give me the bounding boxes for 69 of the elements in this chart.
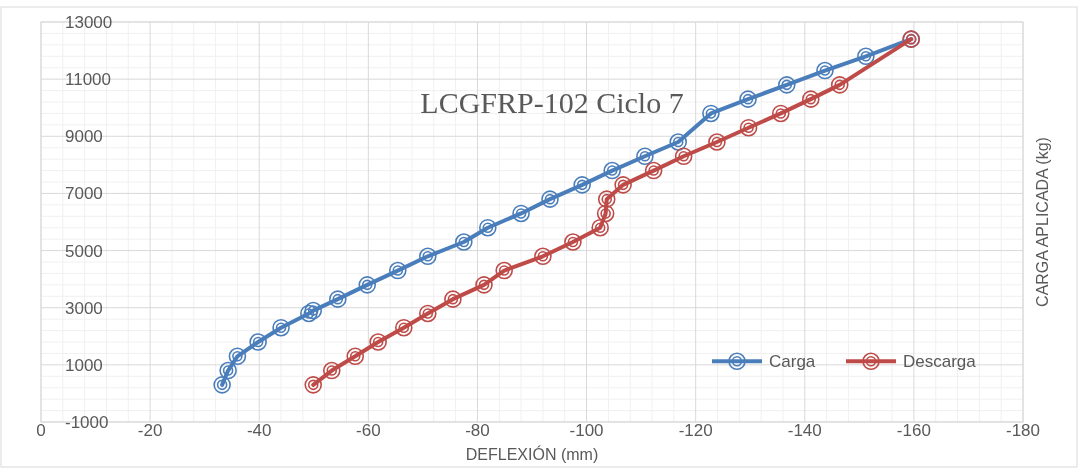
x-tick-label: -180 [1005, 421, 1041, 440]
legend-label: Carga [769, 352, 816, 372]
point [591, 218, 609, 237]
point [564, 233, 582, 251]
point [771, 104, 790, 123]
point [455, 233, 473, 251]
y-tick-label: 7000 [65, 184, 103, 204]
point [444, 290, 462, 308]
point [249, 333, 267, 351]
legend-label: Descarga [903, 352, 977, 372]
x-axis-title: DEFLEXIÓN (mm) [465, 445, 599, 463]
x-tick-label: -100 [569, 421, 604, 440]
point [830, 76, 849, 94]
point [739, 118, 758, 137]
point [777, 76, 796, 94]
point [597, 190, 616, 208]
point [669, 133, 688, 151]
point [213, 376, 231, 394]
x-tick-label: -80 [465, 421, 490, 440]
x-tick-label: 0 [36, 421, 46, 440]
point [512, 204, 530, 223]
y-tick-label: 1000 [65, 355, 103, 375]
point [495, 261, 513, 280]
point [702, 104, 720, 123]
x-tick-label: -120 [678, 421, 713, 440]
x-tick-label: -140 [787, 421, 822, 440]
x-tick-label: -60 [356, 421, 381, 440]
y-tick-label: 5000 [65, 241, 103, 261]
point [388, 261, 407, 280]
point [739, 90, 757, 108]
point [419, 304, 437, 323]
point [614, 176, 632, 194]
point [272, 318, 290, 337]
y-axis-title: CARGA APLICADA (kg) [1034, 137, 1051, 307]
point [219, 361, 237, 380]
point [328, 290, 347, 308]
x-tick-label: -20 [137, 421, 163, 440]
point [475, 276, 493, 294]
point [644, 161, 663, 180]
point [304, 301, 323, 320]
x-tick-label: -160 [896, 421, 931, 440]
point [596, 204, 615, 223]
x-tick-label: -40 [246, 421, 272, 440]
point [369, 333, 387, 351]
point [394, 318, 413, 337]
point [300, 304, 318, 323]
point [419, 247, 437, 266]
point [534, 247, 552, 266]
point [322, 361, 341, 380]
y-tick-label: 9000 [65, 127, 103, 147]
y-tick-label: 13000 [65, 13, 113, 32]
point [573, 176, 591, 194]
point [708, 133, 726, 151]
point [857, 47, 875, 66]
point [358, 276, 377, 294]
point [636, 147, 654, 166]
point [801, 90, 820, 108]
point [304, 376, 323, 394]
point [603, 161, 621, 180]
point [541, 190, 559, 208]
y-tick-label: 3000 [65, 298, 103, 318]
text: LCGFRP-102 Ciclo 7 [420, 86, 684, 120]
point [346, 347, 365, 366]
point [674, 147, 693, 166]
y-tick-label: -1000 [65, 413, 109, 432]
point [228, 347, 247, 366]
y-tick-label: 11000 [65, 70, 112, 90]
point [816, 61, 834, 80]
point [479, 218, 497, 237]
